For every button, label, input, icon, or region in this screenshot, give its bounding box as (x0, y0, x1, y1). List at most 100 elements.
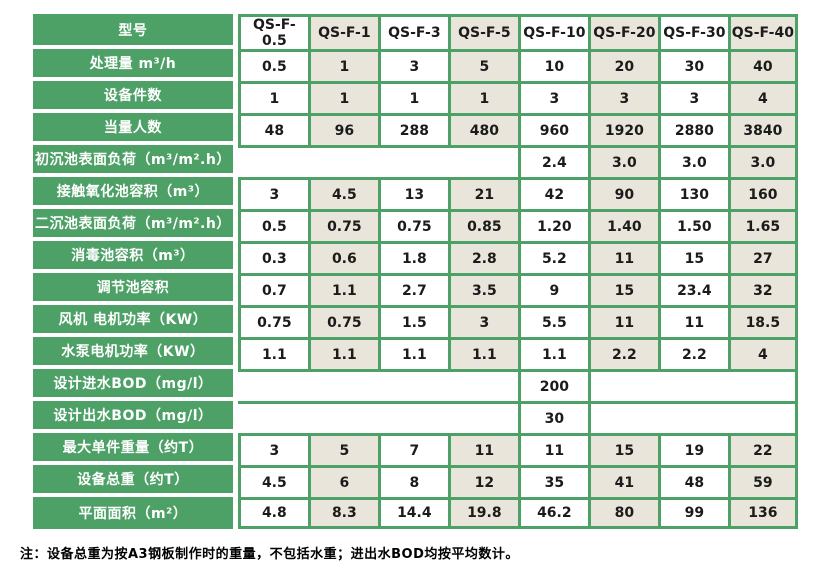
data-cell: 10 (517, 49, 588, 81)
spec-table-body: 型号 QS-F-0.5 QS-F-1 QS-F-3 QS-F-5 QS-F-10 QS-F-… (33, 14, 798, 529)
data-cell: 48 (237, 113, 308, 145)
data-cell: 19.8 (447, 497, 518, 529)
data-cell: 22 (727, 433, 798, 465)
data-cell: 3840 (727, 113, 798, 145)
data-cell: 3 (587, 81, 658, 113)
data-cell: 11 (587, 305, 658, 337)
data-cell: 2.7 (377, 273, 448, 305)
data-cell: 1.5 (377, 305, 448, 337)
data-cell: 20 (587, 49, 658, 81)
row-label: 设计出水BOD（mg/l） (33, 401, 238, 433)
data-cell: 5.2 (517, 241, 588, 273)
row-label: 调节池容积 (33, 273, 238, 305)
data-cell: 96 (307, 113, 378, 145)
data-cell: 40 (727, 49, 798, 81)
data-cell: 6 (307, 465, 378, 497)
data-cell: 27 (727, 241, 798, 273)
data-cell: 3.0 (587, 145, 658, 177)
data-cell: 0.5 (237, 209, 308, 241)
spec-table-wrap: 型号 QS-F-0.5 QS-F-1 QS-F-3 QS-F-5 QS-F-10 QS-F-… (33, 14, 798, 529)
data-cell: 11 (517, 433, 588, 465)
data-cell: 1.1 (517, 337, 588, 369)
table-row: 当量人数 48 96 288 480 960 1920 2880 3840 (33, 113, 798, 145)
row-label: 设计进水BOD（mg/l） (33, 369, 238, 401)
table-row: 平面面积（m²） 4.8 8.3 14.4 19.8 46.2 80 99 136 (33, 497, 798, 529)
data-cell: 35 (517, 465, 588, 497)
data-cell: 30 (657, 49, 728, 81)
data-cell: 130 (657, 177, 728, 209)
row-label: 设备件数 (33, 81, 238, 113)
data-cell: 3.0 (657, 145, 728, 177)
data-cell: 19 (657, 433, 728, 465)
data-cell: 1 (447, 81, 518, 113)
data-cell: 0.3 (237, 241, 308, 273)
row-label: 当量人数 (33, 113, 238, 145)
data-cell: 1.20 (517, 209, 588, 241)
data-cell: 11 (587, 241, 658, 273)
data-cell: 1 (307, 81, 378, 113)
data-cell: 3 (447, 305, 518, 337)
data-cell: 3 (237, 433, 308, 465)
row-label: 消毒池容积（m³） (33, 241, 238, 273)
row-label: 平面面积（m²） (33, 497, 238, 529)
data-cell: 4 (727, 81, 798, 113)
data-cell: 1.50 (657, 209, 728, 241)
table-row: 设计进水BOD（mg/l） 200 (33, 369, 798, 401)
data-cell: 1.1 (377, 337, 448, 369)
data-cell: 1.1 (307, 337, 378, 369)
data-cell: 288 (377, 113, 448, 145)
empty-cell (237, 401, 518, 433)
data-cell: 3.5 (447, 273, 518, 305)
data-cell: 46.2 (517, 497, 588, 529)
spec-table: 型号 QS-F-0.5 QS-F-1 QS-F-3 QS-F-5 QS-F-10 QS-F-… (33, 14, 798, 529)
data-cell: 12 (447, 465, 518, 497)
table-row: 接触氧化池容积（m³） 3 4.5 13 21 42 90 130 160 (33, 177, 798, 209)
data-cell: 1.1 (307, 273, 378, 305)
model-header-cell: QS-F-1 (307, 14, 378, 49)
row-label: 初沉池表面负荷（m³/m².h） (33, 145, 238, 177)
table-row: 消毒池容积（m³） 0.3 0.6 1.8 2.8 5.2 11 15 27 (33, 241, 798, 273)
data-cell: 2.2 (587, 337, 658, 369)
data-cell: 11 (447, 433, 518, 465)
model-header-cell: QS-F-3 (377, 14, 448, 49)
data-cell: 4.5 (237, 465, 308, 497)
data-cell: 3 (377, 49, 448, 81)
data-cell: 3 (517, 81, 588, 113)
data-cell: 1.1 (447, 337, 518, 369)
table-row: 风机 电机功率（KW） 0.75 0.75 1.5 3 5.5 11 11 18.5 (33, 305, 798, 337)
data-cell: 5 (447, 49, 518, 81)
data-cell: 32 (727, 273, 798, 305)
data-cell: 0.6 (307, 241, 378, 273)
data-cell: 0.5 (237, 49, 308, 81)
model-header-cell: QS-F-30 (657, 14, 728, 49)
data-cell: 13 (377, 177, 448, 209)
data-cell: 1.1 (237, 337, 308, 369)
data-cell: 1.40 (587, 209, 658, 241)
table-row: 水泵电机功率（KW） 1.1 1.1 1.1 1.1 1.1 2.2 2.2 4 (33, 337, 798, 369)
model-header-cell: QS-F-10 (517, 14, 588, 49)
footnote: 注：设备总重为按A3钢板制作时的重量，不包括水重；进出水BOD均按平均数计。 (20, 547, 519, 562)
data-cell: 2880 (657, 113, 728, 145)
row-label: 处理量 m³/h (33, 49, 238, 81)
data-cell: 3 (237, 177, 308, 209)
table-row: 设计出水BOD（mg/l） 30 (33, 401, 798, 433)
data-cell: 15 (587, 433, 658, 465)
model-header-cell: QS-F-40 (727, 14, 798, 49)
data-cell: 3 (657, 81, 728, 113)
data-cell: 80 (587, 497, 658, 529)
table-row: 初沉池表面负荷（m³/m².h） 2.4 3.0 3.0 3.0 (33, 145, 798, 177)
data-cell: 21 (447, 177, 518, 209)
empty-cell (237, 145, 518, 177)
data-cell: 99 (657, 497, 728, 529)
row-label: 型号 (33, 14, 238, 49)
data-cell: 15 (587, 273, 658, 305)
data-cell: 8.3 (307, 497, 378, 529)
data-cell: 7 (377, 433, 448, 465)
data-cell: 0.85 (447, 209, 518, 241)
data-cell: 1.8 (377, 241, 448, 273)
table-row: 型号 QS-F-0.5 QS-F-1 QS-F-3 QS-F-5 QS-F-10 QS-F-… (33, 14, 798, 49)
table-row: 最大单件重量（约T） 3 5 7 11 11 15 19 22 (33, 433, 798, 465)
data-cell: 1920 (587, 113, 658, 145)
data-cell: 0.7 (237, 273, 308, 305)
data-cell: 90 (587, 177, 658, 209)
